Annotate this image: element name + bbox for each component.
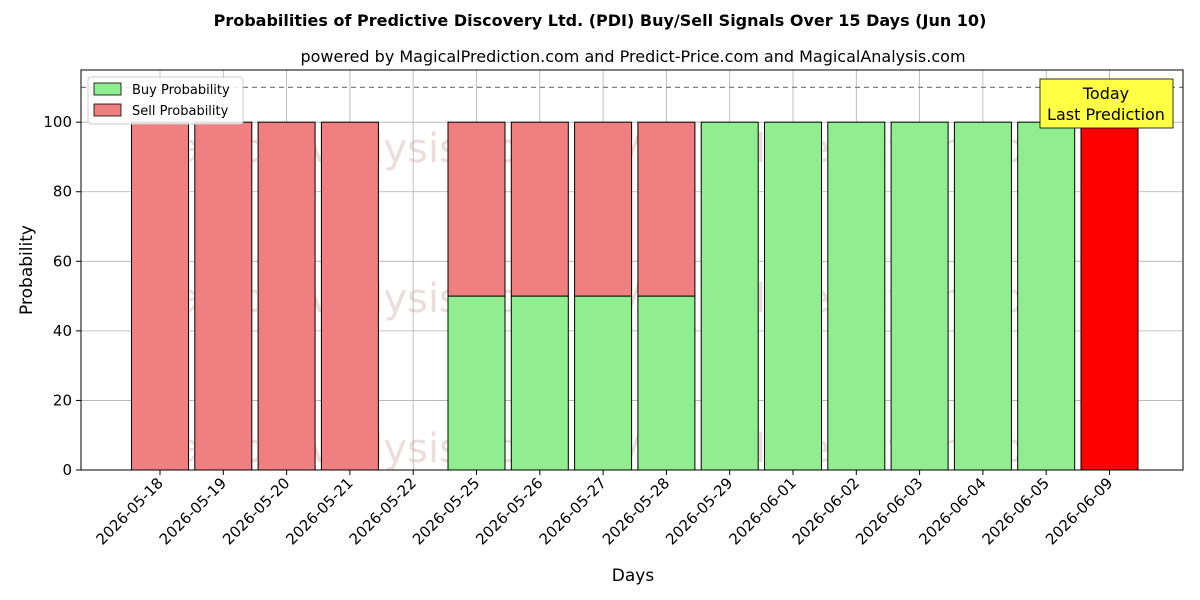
bar-buy bbox=[574, 295, 633, 471]
bar-buy bbox=[890, 121, 949, 471]
bar-sell bbox=[637, 121, 696, 297]
chart-subtitle: powered by MagicalPrediction.com and Pre… bbox=[300, 47, 965, 66]
bar-sell bbox=[194, 121, 253, 471]
bar-buy bbox=[637, 295, 696, 471]
bar-sell bbox=[447, 121, 506, 297]
chart-title: Probabilities of Predictive Discovery Lt… bbox=[214, 11, 987, 30]
y-tick-label: 100 bbox=[43, 113, 72, 131]
bar-buy bbox=[447, 295, 506, 471]
x-tick-label: 2026-05-21 bbox=[282, 474, 356, 548]
x-axis-label: Days bbox=[612, 566, 655, 586]
annotation-line-2: Last Prediction bbox=[1047, 105, 1165, 124]
y-tick-label: 40 bbox=[53, 322, 72, 340]
x-tick-label: 2026-05-26 bbox=[472, 474, 546, 548]
bar-layer bbox=[131, 121, 1139, 471]
x-tick-label: 2026-05-28 bbox=[599, 474, 673, 548]
legend-box bbox=[87, 76, 244, 125]
legend-swatch-sell bbox=[93, 103, 122, 117]
bar-sell bbox=[257, 121, 316, 471]
x-tick-label: 2026-05-25 bbox=[409, 474, 483, 548]
x-tick-label: 2026-06-02 bbox=[789, 474, 863, 548]
x-tick-label: 2026-05-22 bbox=[346, 474, 420, 548]
annotation-line-1: Today bbox=[1082, 84, 1129, 103]
bar-buy bbox=[510, 295, 569, 471]
legend: Buy Probability Sell Probability bbox=[87, 76, 244, 125]
y-tick-label: 0 bbox=[62, 461, 72, 479]
bar-sell bbox=[320, 121, 379, 471]
y-axis-ticks: 0 20 40 60 80 100 bbox=[43, 113, 81, 479]
today-annotation: Today Last Prediction bbox=[1039, 78, 1174, 129]
x-tick-label: 2026-05-20 bbox=[219, 474, 293, 548]
plot-frame bbox=[80, 69, 1184, 471]
legend-label-buy: Buy Probability bbox=[132, 83, 230, 98]
x-tick-label: 2026-05-29 bbox=[662, 474, 736, 548]
bar-sell-highlight bbox=[1080, 121, 1139, 471]
bar-sell bbox=[510, 121, 569, 297]
x-tick-label: 2026-05-27 bbox=[536, 474, 610, 548]
bar-sell bbox=[131, 121, 189, 471]
bar-sell bbox=[574, 121, 633, 297]
y-tick-label: 80 bbox=[53, 183, 72, 201]
x-tick-label: 2026-06-03 bbox=[852, 474, 926, 548]
x-tick-label: 2026-05-18 bbox=[92, 474, 166, 548]
y-tick-label: 20 bbox=[53, 391, 72, 409]
y-axis-label: Probability bbox=[17, 225, 37, 315]
x-tick-label: 2026-05-19 bbox=[156, 474, 230, 548]
bar-buy bbox=[953, 121, 1012, 471]
bar-buy bbox=[1017, 121, 1076, 471]
bar-buy bbox=[764, 121, 822, 471]
x-tick-label: 2026-06-09 bbox=[1042, 474, 1116, 548]
legend-label-sell: Sell Probability bbox=[132, 104, 229, 119]
x-tick-label: 2026-06-05 bbox=[979, 474, 1053, 548]
annotation-box bbox=[1039, 78, 1174, 129]
x-axis-ticks: 2026-05-182026-05-192026-05-202026-05-21… bbox=[92, 470, 1116, 548]
y-tick-label: 60 bbox=[53, 252, 72, 270]
bar-buy bbox=[827, 121, 886, 471]
x-tick-label: 2026-06-01 bbox=[725, 474, 799, 548]
bar-buy bbox=[700, 121, 759, 471]
x-tick-label: 2026-06-04 bbox=[915, 474, 989, 548]
legend-swatch-buy bbox=[93, 82, 122, 96]
